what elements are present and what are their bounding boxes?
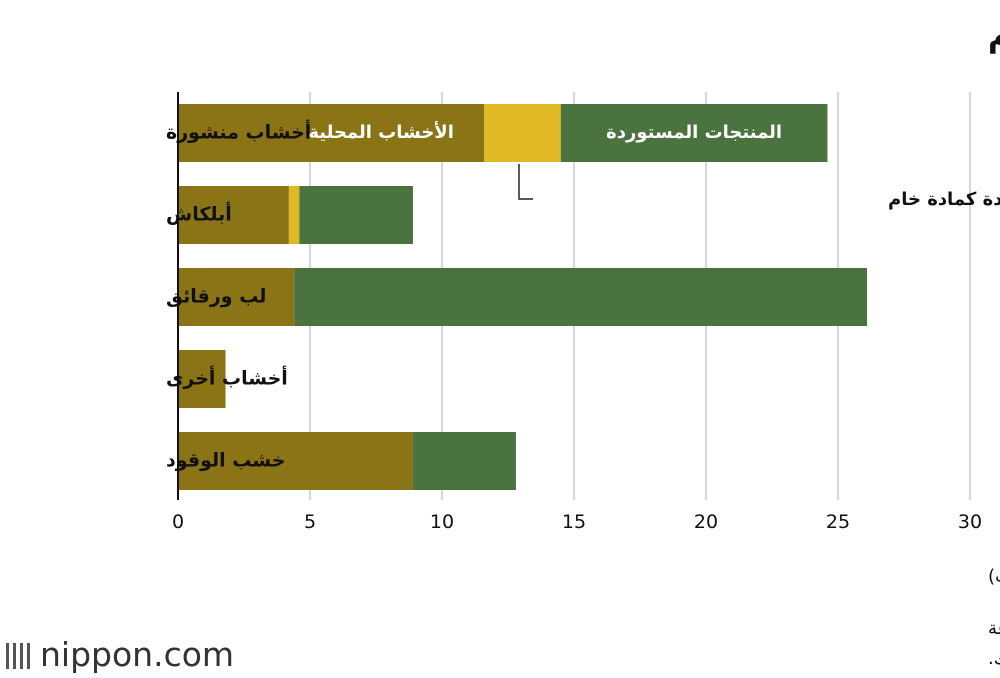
- x-tick-label: 0: [172, 511, 184, 533]
- bar-segment-1-2: [299, 186, 413, 244]
- category-label: أخشاب منشورة: [166, 120, 311, 144]
- x-axis-unit: (مليون متر مكعب): [988, 566, 1000, 587]
- callout-line: [518, 164, 533, 200]
- bar-segment-1-0: [178, 186, 289, 244]
- x-tick-labels: 0 5 10 15 20 25 30: [172, 511, 982, 533]
- category-label: خشب الوقود: [166, 450, 285, 472]
- category-label: أخشاب أخرى: [166, 366, 288, 390]
- category-label: لب ورقائق: [166, 286, 266, 308]
- nippon-logo: nippon.com: [6, 635, 234, 674]
- bar-segment-4-0: [178, 432, 413, 490]
- x-tick-label: 15: [562, 511, 586, 533]
- bar-segment-0-0: [178, 104, 485, 162]
- legend-label-domestic: الأخشاب المحلية: [308, 121, 454, 143]
- bar-segment-4-2: [412, 432, 516, 490]
- x-tick-label: 10: [430, 511, 454, 533]
- logo-text: nippon.com: [40, 635, 234, 674]
- bar-segment-3-0: [178, 350, 226, 408]
- category-labels: أخشاب منشورة أبلكاش لب ورقائق أخشاب أخرى خشب…: [166, 120, 311, 472]
- bar-segment-0-2: [560, 104, 828, 162]
- source-line-2: والغابات ومصايد الأسماك.: [988, 647, 1000, 669]
- chart-title: توريد الأخشاب والطلب عليها وفقًا لطريقة …: [988, 16, 1000, 54]
- category-label: أبلكاش: [166, 202, 232, 226]
- bar-segment-2-0: [178, 268, 295, 326]
- x-tick-label: 20: [694, 511, 718, 533]
- bars: [178, 104, 868, 490]
- x-tick-label: 5: [304, 511, 316, 533]
- legend-label-imported-products: المنتجات المستوردة: [606, 122, 782, 143]
- logo-mark-icon: [6, 643, 30, 669]
- bar-segment-0-1: [484, 104, 561, 162]
- legend-label-raw-imports: الأخشاب المستوردة كمادة خام: [888, 188, 1000, 210]
- bar-segment-2-2: [294, 268, 868, 326]
- x-tick-label: 25: [826, 511, 850, 533]
- source-line-1: تم إعداد البيانات بواسطة Nippon.com بناء…: [988, 618, 1000, 639]
- x-tick-label: 30: [958, 511, 982, 533]
- bar-segment-1-1: [288, 186, 300, 244]
